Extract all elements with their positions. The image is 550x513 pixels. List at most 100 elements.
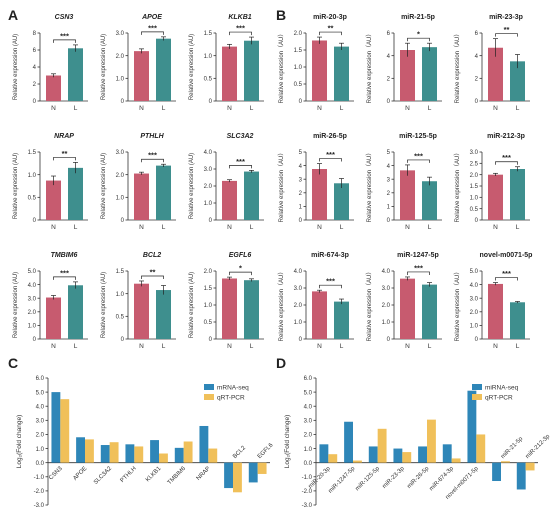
b-4-tick-label: 3	[387, 177, 391, 183]
b-0-bar-l	[334, 46, 349, 101]
b-0-ylabel: Relative expression（AU）	[278, 31, 285, 104]
panel-label-d: D	[276, 355, 286, 371]
c-legend-label: qRT-PCR	[217, 395, 245, 402]
b-3-tick-label: 5	[299, 150, 303, 156]
c-tick-label: 1.0	[36, 447, 45, 453]
b-7-sig-label: ***	[414, 263, 423, 272]
c-legend-swatch	[204, 384, 214, 390]
b-3-tick-label: 3	[299, 177, 303, 183]
a-3-sig-label: **	[62, 149, 68, 158]
d-category-label: miR-26-5p	[406, 465, 431, 490]
a-2-group-label: L	[250, 105, 254, 112]
c-category-label: KLKB1	[145, 465, 163, 483]
a-6-sig-bracket	[53, 276, 76, 280]
a-6-title: TMBIM6	[51, 252, 78, 259]
b-2-tick-label: 2	[475, 77, 479, 83]
c-tick-label: 2.0	[36, 433, 45, 439]
c-tick-label: -1.0	[34, 475, 45, 481]
b-3-bar-l	[334, 183, 349, 220]
b-8-group-label: L	[516, 343, 520, 350]
b-1-group-label: N	[405, 105, 410, 112]
b-6-tick-label: 2.0	[294, 303, 303, 309]
a-8-sig-bracket	[229, 271, 252, 276]
b-7-group-label: L	[428, 343, 432, 350]
a-0-group-label: N	[51, 105, 56, 112]
b-0-group-label: L	[340, 105, 344, 112]
d-bar-qpcr	[427, 419, 436, 463]
a-6-tick-label: 4.0	[28, 283, 37, 289]
a-0-sig-bracket	[53, 39, 76, 43]
b-2-sig-bracket	[495, 33, 518, 37]
panel-label-c: C	[8, 355, 18, 371]
b-8-tick-label: 5.0	[470, 269, 479, 275]
b-0-tick-label: 0	[299, 99, 303, 105]
b-2-tick-label: 6	[475, 31, 479, 37]
b-5-sig-bracket	[495, 161, 518, 165]
a-8-group-label: L	[250, 343, 254, 350]
d-category-label: miR-1247-5p	[328, 465, 357, 494]
c-bar-qpcr	[134, 446, 144, 463]
a-6-ylabel: Relative expression (AU)	[13, 272, 19, 338]
a-0-sig-label: ***	[60, 31, 69, 40]
d-bar-qpcr	[501, 461, 510, 463]
c-category-label: EGFL6	[257, 442, 275, 460]
a-6-tick-label: 2.0	[28, 310, 37, 316]
b-1-bar-l	[422, 47, 437, 101]
b-0-group-label: N	[317, 105, 322, 112]
d-category-label: miR-212-3p	[525, 433, 550, 460]
panel-label-b: B	[276, 7, 286, 23]
a-0-tick-label: 4	[33, 65, 37, 71]
c-tick-label: 5.0	[36, 390, 45, 396]
a-5-group-label: L	[250, 224, 254, 231]
b-4-sig-label: ***	[414, 151, 423, 160]
a-2-title: KLKB1	[228, 14, 251, 21]
a-6-tick-label: 1.0	[28, 324, 37, 330]
b-8-sig-label: ***	[502, 269, 511, 278]
b-5-group-label: N	[493, 224, 498, 231]
d-bar-seq	[418, 446, 427, 463]
b-2-tick-label: 4	[475, 54, 479, 60]
b-2-group-label: L	[516, 105, 520, 112]
c-category-label: CSN3	[48, 465, 64, 481]
a-4-title: PTHLH	[140, 133, 164, 140]
b-6-tick-label: 1.0	[294, 320, 303, 326]
b-0-tick-label: 1.5	[294, 48, 303, 54]
a-3-tick-label: 1.0	[28, 173, 37, 179]
a-7-ylabel: Relative expression (AU)	[101, 272, 107, 338]
a-2-tick-label: 0.5	[204, 77, 213, 83]
a-1-bar-l	[156, 38, 171, 101]
c-bar-qpcr	[183, 441, 193, 463]
a-8-bar-l	[244, 280, 259, 339]
b-1-sig-label: *	[417, 30, 420, 39]
c-category-label: SLC3A2	[93, 465, 114, 486]
d-bar-qpcr	[353, 460, 362, 463]
b-1-ylabel: Relative expression（AU）	[366, 31, 373, 104]
a-4-sig-label: ***	[148, 151, 157, 160]
a-8-tick-label: 2.0	[204, 269, 213, 275]
d-category-label: miR-21-5p	[500, 436, 525, 461]
a-3-bar-l	[68, 167, 83, 220]
b-1-group-label: L	[428, 105, 432, 112]
a-0-tick-label: 0	[33, 99, 37, 105]
b-1-bar-n	[400, 50, 415, 101]
b-4-tick-label: 1	[387, 205, 391, 211]
d-bar-qpcr	[451, 458, 461, 463]
c-category-label: TMBIM6	[167, 465, 188, 486]
a-7-bar-l	[156, 290, 171, 339]
a-7-tick-label: 0.5	[116, 315, 125, 321]
b-4-tick-label: 5	[387, 150, 391, 156]
c-tick-label: -3.0	[34, 503, 45, 509]
a-5-sig-label: ***	[236, 157, 245, 166]
b-0-tick-label: 1.0	[294, 65, 303, 71]
b-4-group-label: L	[428, 224, 432, 231]
d-tick-label: -2.0	[302, 489, 313, 495]
c-tick-label: 3.0	[36, 419, 45, 425]
b-3-group-label: N	[317, 224, 322, 231]
b-5-bar-n	[488, 174, 503, 220]
d-legend-swatch	[472, 394, 482, 400]
a-0-title: CSN3	[55, 14, 74, 21]
a-0-bar-l	[68, 48, 83, 101]
b-7-bar-l	[422, 284, 437, 339]
d-legend-label: qRT-PCR	[485, 395, 513, 402]
